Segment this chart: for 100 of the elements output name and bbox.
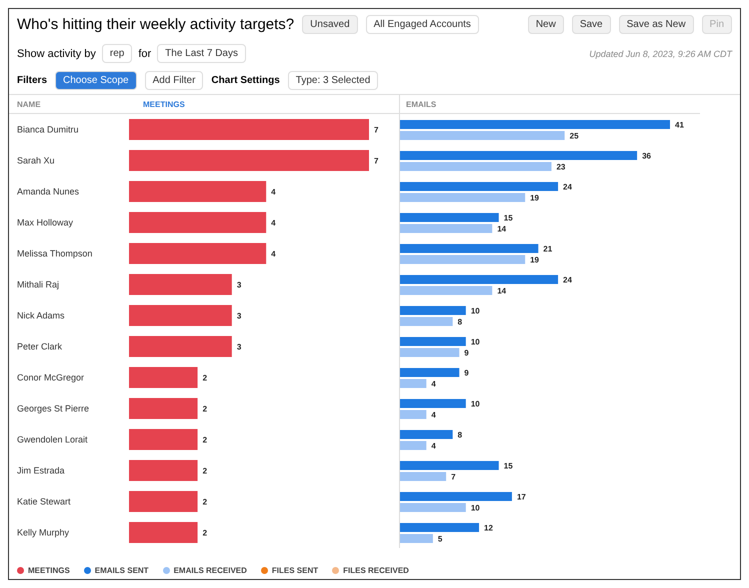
data-label: 7 [451,472,456,482]
x-axis-title: EMAILS [405,100,436,108]
bar [400,286,492,295]
bar [129,460,198,481]
bar [400,162,552,171]
data-label: 19 [530,255,540,264]
y-tick-label: Peter Clark [17,342,63,352]
bar [400,306,466,315]
text: The Last 7 Days [157,44,246,63]
text: Choose Scope [55,71,137,90]
legend-label: EMAILS RECEIVED [172,566,247,575]
data-label: 24 [563,182,572,192]
bar [129,119,369,140]
data-label: 14 [497,286,507,296]
data-label: 2 [202,435,208,444]
data-label: 15 [504,461,514,470]
bar [400,503,466,512]
bar [400,410,426,419]
data-label: 25 [570,131,580,140]
data-label: 21 [543,244,553,254]
bar [400,213,499,222]
bar [400,182,558,191]
bar [400,492,512,501]
bar [400,461,499,470]
data-label: 4 [431,441,436,450]
data-label: 2 [202,528,208,538]
data-label: 5 [438,534,443,544]
bar [129,367,198,388]
data-label: 10 [470,337,480,346]
bar [400,399,466,408]
bar [400,255,526,264]
data-label: 4 [271,218,276,228]
text: Unsaved [302,15,358,34]
data-label: 17 [516,492,526,502]
data-label: 4 [431,379,436,388]
data-label: 19 [530,193,540,202]
bar [400,151,638,160]
data-label: 2 [202,497,208,506]
bar [400,368,460,377]
data-label: 15 [504,213,514,222]
bar [400,244,538,253]
data-label: 2 [202,404,208,414]
bar [400,523,480,532]
y-tick-label: Jim Estrada [17,466,65,476]
text: Type: 3 Selected [288,71,378,90]
y-tick-label: Conor McGregor [17,372,84,382]
data-label: 2 [202,466,208,476]
data-label: 7 [374,156,379,166]
data-label: 3 [236,311,242,320]
bar [129,491,198,512]
text: Pin [702,15,732,34]
bar [400,441,426,450]
text: for [138,48,152,60]
y-tick-label: Gwendolen Lorait [17,434,88,444]
x-axis-title: MEETINGS [142,100,185,108]
bar [400,193,526,202]
data-label: 9 [464,348,470,358]
text: Filters [17,75,48,86]
y-tick-label: Max Holloway [17,218,74,228]
text: Show activity by [17,48,96,60]
bar [129,181,266,202]
bar [129,522,198,543]
y-axis-title: NAME [16,100,42,108]
text: Add Filter [144,71,204,90]
bar [400,379,426,388]
bar [400,337,466,346]
data-label: 8 [458,430,463,440]
data-label: 41 [675,120,684,130]
data-label: 12 [484,523,494,532]
y-tick-label: Kelly Murphy [17,528,70,538]
data-label: 10 [470,306,480,316]
bar [400,120,670,129]
text: New [528,15,564,34]
text: Chart Settings [211,75,280,86]
bar [129,150,369,171]
data-label: 24 [563,275,572,284]
bar [400,534,433,543]
data-label: 23 [556,162,566,172]
bar [400,275,558,284]
data-label: 3 [236,280,242,290]
text: Save as New [618,15,694,34]
data-label: 4 [271,249,276,258]
y-tick-label: Mithali Raj [17,280,60,290]
text: Save [572,15,611,34]
bar [129,336,232,357]
data-label: 9 [464,368,470,378]
data-label: 7 [374,125,379,134]
bar [400,348,460,357]
y-tick-label: Amanda Nunes [17,186,80,196]
bar [400,224,492,233]
data-label: 14 [497,224,507,234]
legend-label: MEETINGS [27,566,70,575]
data-label: 8 [458,317,463,326]
bar [129,398,198,419]
bar [129,429,198,450]
y-tick-label: Nick Adams [17,310,66,320]
bar [129,274,232,295]
y-tick-label: Melissa Thompson [17,248,92,258]
bar [400,472,446,481]
y-tick-label: Bianca Dumitru [17,124,79,134]
